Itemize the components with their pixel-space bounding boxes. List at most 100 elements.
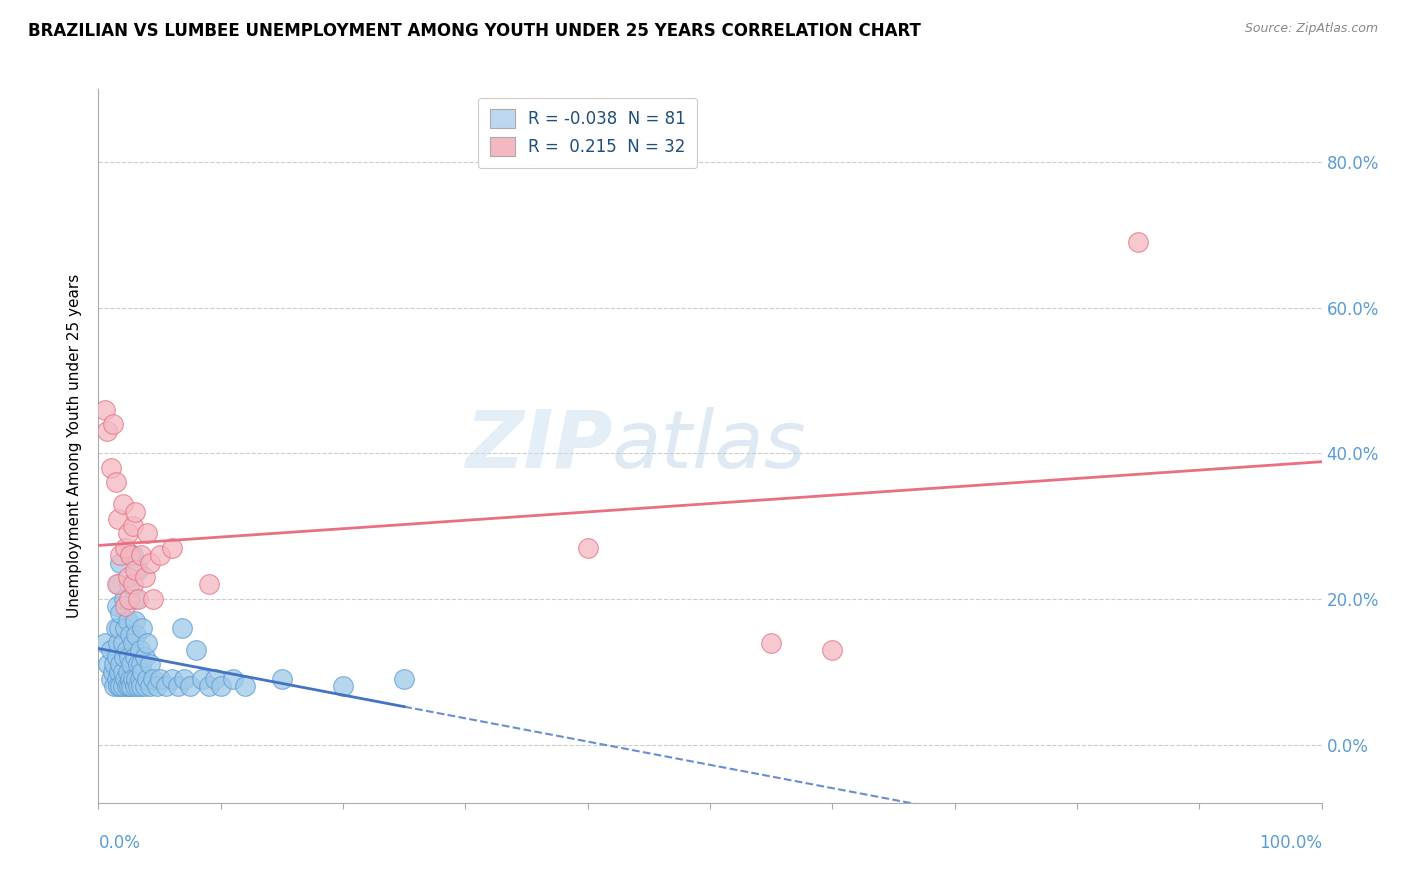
Text: ZIP: ZIP bbox=[465, 407, 612, 485]
Point bbox=[105, 672, 128, 686]
Point bbox=[129, 679, 152, 693]
Point bbox=[576, 541, 599, 555]
Point bbox=[107, 512, 129, 526]
Point bbox=[111, 665, 134, 679]
Point bbox=[104, 475, 127, 490]
Point bbox=[146, 679, 169, 693]
Point bbox=[107, 635, 129, 649]
Point bbox=[121, 519, 143, 533]
Point bbox=[117, 570, 139, 584]
Point bbox=[114, 621, 136, 635]
Y-axis label: Unemployment Among Youth under 25 years: Unemployment Among Youth under 25 years bbox=[67, 274, 83, 618]
Point bbox=[121, 635, 143, 649]
Point bbox=[127, 679, 149, 693]
Point bbox=[111, 635, 134, 649]
Point bbox=[118, 650, 141, 665]
Point bbox=[111, 497, 134, 511]
Point bbox=[160, 541, 183, 555]
Point bbox=[110, 548, 132, 562]
Text: 100.0%: 100.0% bbox=[1258, 834, 1322, 852]
Point bbox=[124, 614, 146, 628]
Point bbox=[101, 417, 124, 432]
Point bbox=[233, 679, 256, 693]
Point bbox=[105, 650, 128, 665]
Point bbox=[222, 672, 245, 686]
Point bbox=[100, 672, 122, 686]
Point bbox=[204, 672, 226, 686]
Point bbox=[117, 526, 139, 541]
Point bbox=[100, 460, 122, 475]
Point bbox=[134, 650, 156, 665]
Point bbox=[129, 672, 152, 686]
Point bbox=[142, 672, 165, 686]
Point bbox=[112, 650, 135, 665]
Point bbox=[104, 621, 127, 635]
Point bbox=[117, 665, 139, 679]
Point bbox=[131, 621, 153, 635]
Point bbox=[112, 591, 135, 606]
Point bbox=[209, 679, 232, 693]
Point bbox=[179, 679, 201, 693]
Point bbox=[1128, 235, 1150, 249]
Point bbox=[125, 628, 148, 642]
Point bbox=[118, 591, 141, 606]
Point bbox=[167, 679, 190, 693]
Point bbox=[186, 643, 208, 657]
Point bbox=[173, 672, 195, 686]
Point bbox=[134, 570, 156, 584]
Point bbox=[105, 599, 128, 614]
Point bbox=[170, 621, 193, 635]
Point bbox=[114, 599, 136, 614]
Point bbox=[110, 679, 132, 693]
Point bbox=[101, 665, 124, 679]
Point bbox=[107, 679, 129, 693]
Point bbox=[120, 679, 142, 693]
Point bbox=[103, 679, 125, 693]
Point bbox=[124, 591, 146, 606]
Point bbox=[125, 672, 148, 686]
Point bbox=[118, 679, 141, 693]
Point bbox=[149, 548, 172, 562]
Text: Source: ZipAtlas.com: Source: ZipAtlas.com bbox=[1244, 22, 1378, 36]
Point bbox=[108, 665, 131, 679]
Point bbox=[139, 657, 162, 672]
Point bbox=[110, 657, 132, 672]
Point bbox=[100, 643, 122, 657]
Point bbox=[160, 672, 183, 686]
Point bbox=[127, 657, 149, 672]
Point bbox=[127, 591, 149, 606]
Point bbox=[115, 679, 138, 693]
Point bbox=[761, 635, 783, 649]
Point bbox=[96, 425, 118, 439]
Point bbox=[129, 657, 152, 672]
Point bbox=[124, 650, 146, 665]
Point bbox=[93, 402, 115, 417]
Point bbox=[114, 541, 136, 555]
Point bbox=[136, 672, 159, 686]
Point bbox=[332, 679, 354, 693]
Point bbox=[103, 657, 125, 672]
Point bbox=[270, 672, 294, 686]
Point bbox=[105, 577, 128, 591]
Point bbox=[139, 679, 162, 693]
Point bbox=[129, 548, 152, 562]
Point bbox=[197, 679, 219, 693]
Text: 0.0%: 0.0% bbox=[98, 834, 141, 852]
Point bbox=[197, 577, 219, 591]
Point bbox=[114, 672, 136, 686]
Point bbox=[121, 548, 143, 562]
Point bbox=[124, 679, 146, 693]
Point bbox=[129, 643, 152, 657]
Text: BRAZILIAN VS LUMBEE UNEMPLOYMENT AMONG YOUTH UNDER 25 YEARS CORRELATION CHART: BRAZILIAN VS LUMBEE UNEMPLOYMENT AMONG Y… bbox=[28, 22, 921, 40]
Point bbox=[110, 556, 132, 570]
Point bbox=[117, 614, 139, 628]
Point bbox=[110, 607, 132, 621]
Point bbox=[821, 643, 844, 657]
Point bbox=[392, 672, 416, 686]
Point bbox=[134, 679, 156, 693]
Point bbox=[139, 556, 162, 570]
Point bbox=[124, 504, 146, 518]
Point bbox=[115, 643, 138, 657]
Point bbox=[118, 577, 141, 591]
Point bbox=[120, 672, 142, 686]
